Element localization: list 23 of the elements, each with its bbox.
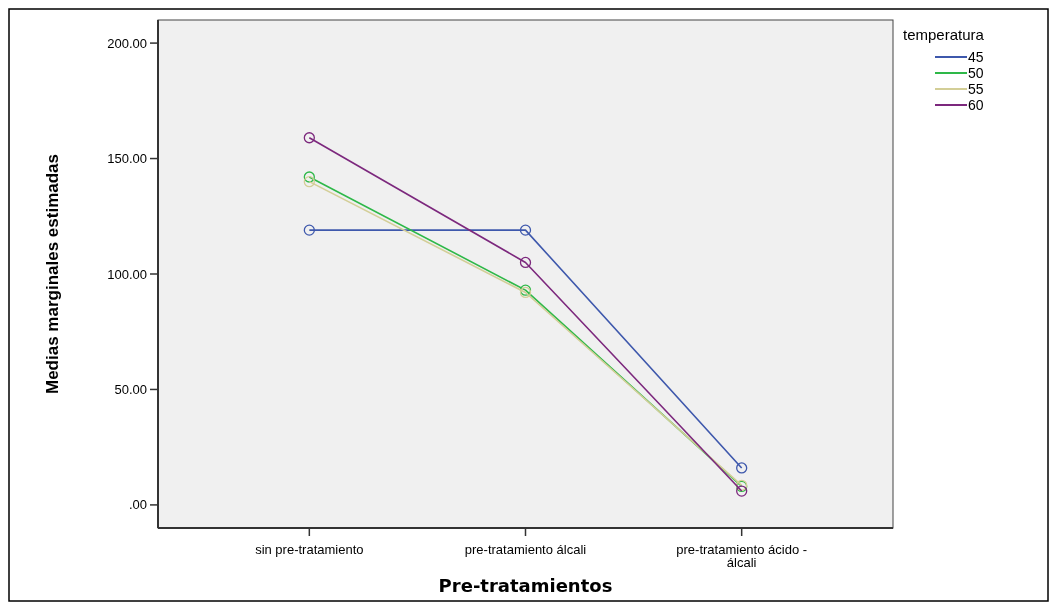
legend-label: 50 (968, 64, 984, 81)
x-tick-label: pre-tratamiento álcali (464, 542, 587, 557)
x-tick-label: pre-tratamiento ácido - álcali (676, 542, 808, 570)
y-tick-label: .00 (128, 497, 147, 513)
point (303, 224, 315, 236)
legend-title: temperatura (903, 26, 985, 43)
legend-label: 55 (968, 80, 984, 97)
point (736, 462, 748, 474)
x-tick-label: sin pre-tratamiento (255, 542, 364, 557)
y-tick-label: 200.00 (107, 35, 147, 51)
point (519, 256, 532, 269)
point (519, 224, 532, 236)
point (736, 485, 748, 497)
legend-label: 45 (968, 48, 984, 65)
point (303, 175, 315, 188)
y-tick-label: 150.00 (107, 151, 147, 167)
x-axis-title: Pre-tratamientos (438, 575, 613, 596)
point (303, 171, 315, 183)
y-tick-label: 50.00 (114, 382, 147, 397)
point (303, 132, 315, 144)
y-axis-title: Medias marginales estimadas (43, 153, 62, 395)
y-tick-label: 100.00 (107, 266, 147, 282)
legend-label: 60 (968, 96, 984, 113)
